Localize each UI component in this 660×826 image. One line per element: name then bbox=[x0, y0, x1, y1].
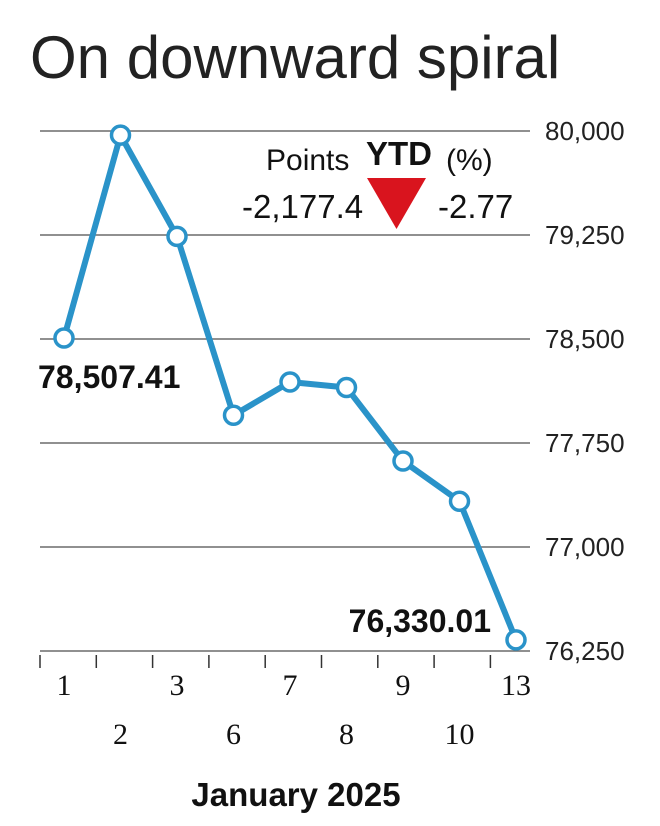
x-tick-label: 13 bbox=[501, 669, 531, 702]
down-triangle-icon bbox=[367, 178, 426, 229]
ytd-box: Points YTD (%) -2,177.4 -2.77 bbox=[242, 135, 513, 229]
x-axis: 1 2 3 6 7 8 9 10 13 bbox=[39, 650, 531, 751]
y-tick-label: 77,000 bbox=[545, 532, 625, 562]
data-label: 78,507.41 bbox=[38, 359, 180, 395]
y-tick-label: 78,500 bbox=[545, 324, 625, 354]
data-point bbox=[166, 225, 188, 248]
data-point bbox=[53, 327, 75, 349]
data-point bbox=[279, 371, 301, 393]
y-tick-label: 77,750 bbox=[545, 428, 625, 458]
x-tick-label: 2 bbox=[113, 718, 128, 751]
ytd-points-value: -2,177.4 bbox=[242, 188, 363, 225]
data-label: 76,330.01 bbox=[349, 603, 491, 639]
x-tick-label: 8 bbox=[339, 718, 354, 751]
y-tick-label: 80,000 bbox=[545, 116, 625, 146]
data-labels: 78,507.41 76,330.01 bbox=[38, 359, 491, 639]
ytd-percent-value: -2.77 bbox=[438, 188, 513, 225]
ytd-heading: YTD bbox=[366, 135, 432, 172]
data-point bbox=[335, 376, 358, 399]
data-point bbox=[448, 490, 471, 512]
x-axis-title: January 2025 bbox=[191, 776, 400, 813]
data-point bbox=[109, 124, 132, 146]
chart-title: On downward spiral bbox=[30, 24, 561, 91]
x-tick-label: 9 bbox=[396, 669, 411, 702]
data-point bbox=[505, 629, 527, 651]
series-points bbox=[53, 124, 527, 651]
x-tick-label: 1 bbox=[57, 669, 72, 702]
x-tick-label: 6 bbox=[226, 718, 241, 751]
y-tick-label: 76,250 bbox=[545, 636, 625, 666]
x-tick-label: 10 bbox=[445, 718, 475, 751]
y-axis-ticks: 80,000 79,250 78,500 77,750 77,000 76,250 bbox=[545, 116, 625, 666]
y-tick-label: 79,250 bbox=[545, 220, 625, 250]
data-point bbox=[392, 450, 414, 472]
data-point bbox=[222, 404, 245, 427]
ytd-percent-label: (%) bbox=[446, 144, 493, 177]
x-tick-label: 7 bbox=[283, 669, 298, 702]
x-tick-label: 3 bbox=[170, 669, 185, 702]
ytd-points-label: Points bbox=[266, 144, 349, 177]
